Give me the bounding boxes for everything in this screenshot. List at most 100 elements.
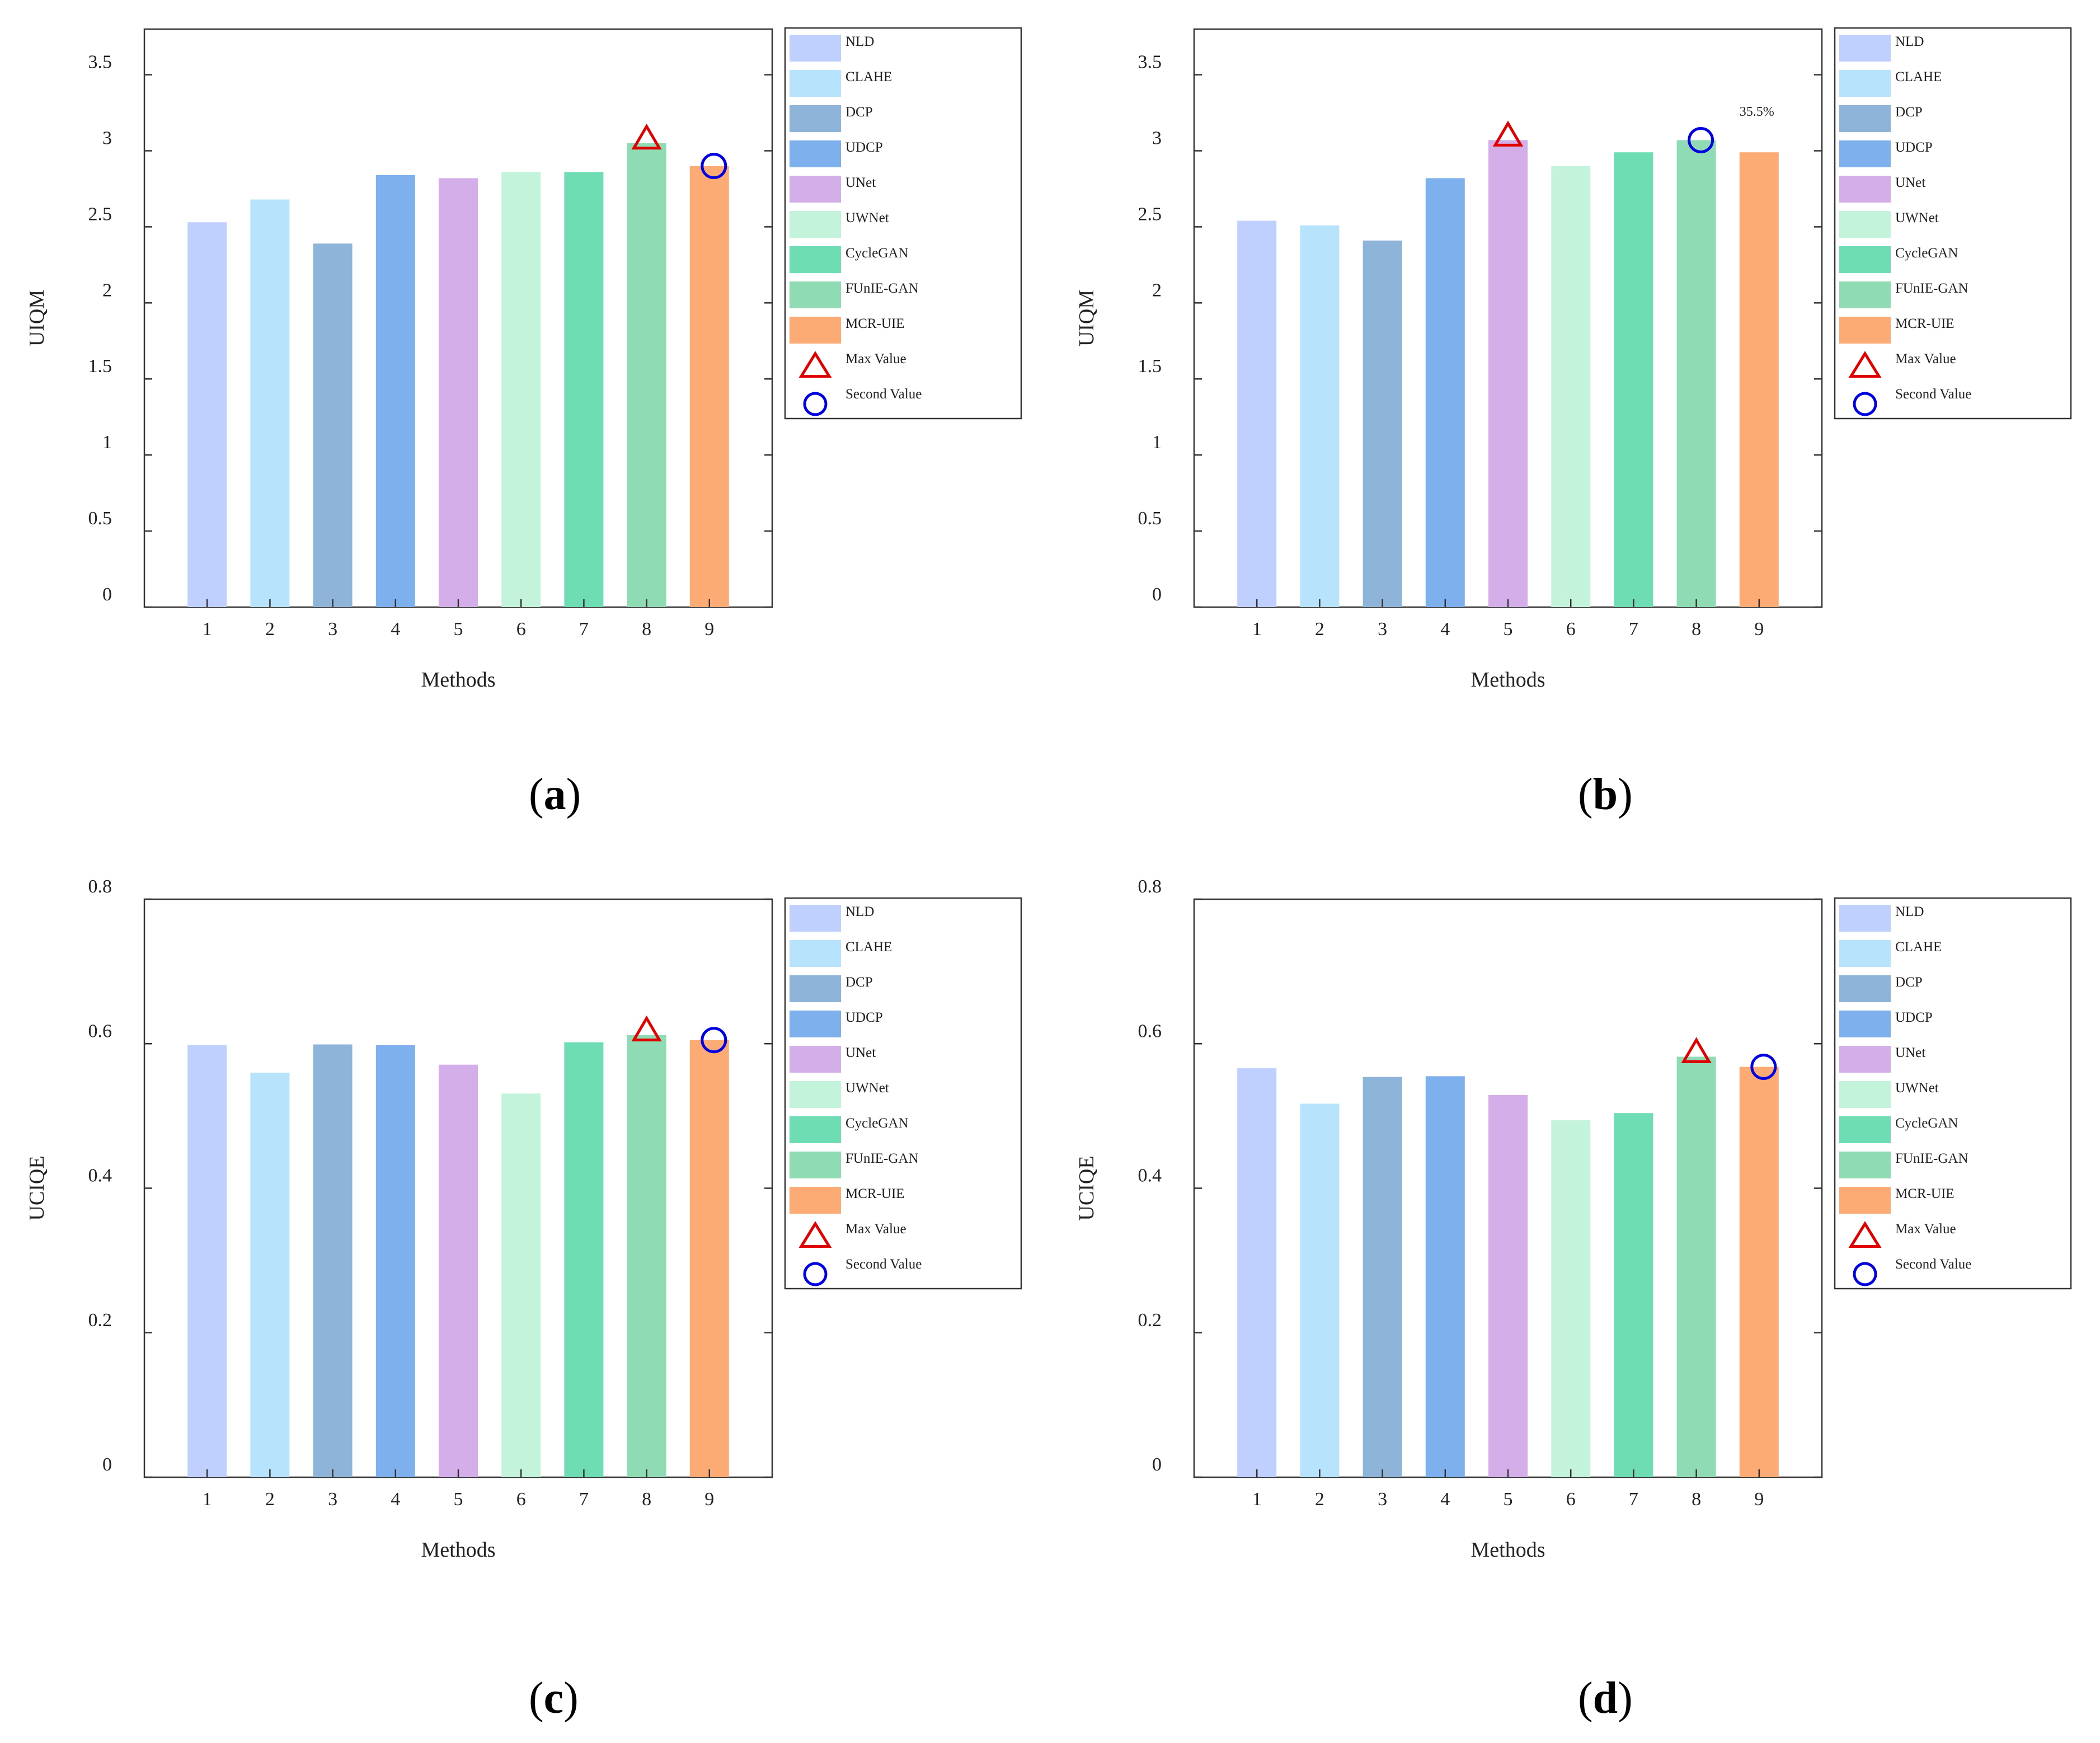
bar-7 xyxy=(1614,1113,1653,1477)
x-tick-label: 2 xyxy=(265,619,275,640)
legend-label: DCP xyxy=(845,105,873,120)
y-tick-label: 1 xyxy=(1152,432,1162,453)
legend-swatch-nld xyxy=(790,905,841,932)
bar-3 xyxy=(313,1044,353,1477)
y-tick-label: 2.5 xyxy=(1138,204,1162,224)
x-tick-label: 3 xyxy=(328,1489,337,1510)
legend-label: FUnIE-GAN xyxy=(1895,1151,1969,1166)
legend-max-marker xyxy=(798,351,832,378)
y-tick-label: 2 xyxy=(1152,280,1162,300)
legend-swatch-mcr-uie xyxy=(1839,317,1891,344)
legend-label-max: Max Value xyxy=(1895,351,1956,367)
legend-swatch-unet xyxy=(1839,1046,1891,1073)
y-axis-label: UCIQE xyxy=(1075,1155,1098,1220)
x-tick-label: 7 xyxy=(579,619,589,640)
legend-swatch-funie-gan xyxy=(790,281,841,308)
bar-3 xyxy=(313,243,353,607)
x-tick-label: 6 xyxy=(1566,1489,1576,1510)
bar-5 xyxy=(439,178,478,607)
x-tick-label: 8 xyxy=(642,1489,651,1510)
y-tick-label: 0.2 xyxy=(88,1310,112,1331)
legend-label-max: Max Value xyxy=(845,1221,906,1237)
y-tick-label: 0 xyxy=(1152,1454,1162,1475)
max-marker xyxy=(1681,1037,1712,1063)
bar-9 xyxy=(689,1040,729,1477)
y-tick-label: 0.5 xyxy=(1138,508,1162,529)
legend-swatch-nld xyxy=(1839,35,1891,62)
panel-label-c: (c) xyxy=(529,1674,579,1723)
second-marker xyxy=(1750,1054,1777,1080)
x-tick-label: 4 xyxy=(391,1489,400,1510)
legend-label: NLD xyxy=(845,904,874,919)
legend-label: DCP xyxy=(1895,975,1923,990)
x-tick-label: 7 xyxy=(579,1489,589,1510)
x-tick-label: 4 xyxy=(1440,619,1450,640)
legend: NLD CLAHE DCP UDCP UNet UWNet CycleGAN FUnIE-GA… xyxy=(784,897,1022,1290)
legend-swatch-dcp xyxy=(790,975,841,1002)
legend-label: UNet xyxy=(845,175,876,190)
legend-label: DCP xyxy=(1895,105,1923,120)
legend-max-marker xyxy=(798,1221,832,1248)
x-tick-label: 9 xyxy=(1754,619,1764,640)
bar-3 xyxy=(1363,240,1402,607)
legend-label: NLD xyxy=(1895,904,1924,919)
bar-6 xyxy=(501,172,541,607)
legend-second-marker xyxy=(803,392,828,416)
legend-swatch-uwnet xyxy=(1839,1081,1891,1108)
legend-label: FUnIE-GAN xyxy=(845,281,919,296)
x-tick-label: 1 xyxy=(1252,1489,1262,1510)
chart-panel-b: 0 0.5 1 1.5 2 2.5 3 3.5 1 2 3 4 5 6 7 8 9 35.5% Methods UIQ… xyxy=(1050,0,2099,873)
y-tick-label: 3 xyxy=(1152,128,1162,148)
x-tick-label: 3 xyxy=(1378,1489,1387,1510)
second-marker xyxy=(701,1027,727,1054)
legend-label: MCR-UIE xyxy=(1895,316,1955,331)
legend-swatch-unet xyxy=(790,1046,841,1073)
legend-second-marker xyxy=(1853,1262,1877,1286)
chart-panel-a: 0 0.5 1 1.5 2 2.5 3 3.5 1 2 3 4 5 6 7 8 9 Methods UIQM NLD C… xyxy=(0,0,1050,873)
chart-panel-c: 0 0.2 0.4 0.6 0.8 1 2 3 4 5 6 7 8 9 Methods UCIQE NLD CLA… xyxy=(0,870,1050,1743)
legend-label: UDCP xyxy=(845,1010,883,1025)
y-tick-label: 3.5 xyxy=(1138,52,1162,73)
legend-max-marker xyxy=(1848,351,1882,378)
legend-label-second: Second Value xyxy=(845,1257,922,1272)
legend-swatch-funie-gan xyxy=(1839,1152,1891,1178)
y-tick-label: 0.8 xyxy=(88,876,112,897)
legend-label: UDCP xyxy=(1895,1010,1933,1025)
legend-label: CycleGAN xyxy=(1895,246,1958,261)
y-tick-label: 3.5 xyxy=(88,52,112,73)
bar-1 xyxy=(187,222,227,607)
bar-6 xyxy=(1551,166,1591,607)
y-tick-label: 0 xyxy=(102,1454,112,1475)
legend: NLD CLAHE DCP UDCP UNet UWNet CycleGAN FUnIE-GA… xyxy=(1834,897,2072,1290)
y-tick-label: 1 xyxy=(102,432,112,453)
legend-label: UDCP xyxy=(845,140,883,155)
legend-swatch-nld xyxy=(1839,905,1891,932)
bar-9 xyxy=(689,166,729,607)
x-tick-label: 1 xyxy=(1252,619,1262,640)
y-tick-label: 0 xyxy=(102,584,112,605)
legend-swatch-unet xyxy=(790,176,841,203)
second-marker xyxy=(1688,126,1714,153)
x-tick-label: 2 xyxy=(265,1489,275,1510)
x-tick-label: 4 xyxy=(1440,1489,1450,1510)
x-tick-label: 9 xyxy=(1754,1489,1764,1510)
legend-label: UWNet xyxy=(845,1080,889,1096)
x-tick-label: 1 xyxy=(203,619,212,640)
chart-a: 0 0.5 1 1.5 2 2.5 3 3.5 1 2 3 4 5 6 7 8 9 Methods UIQM NLD C… xyxy=(25,27,1022,692)
bar-4 xyxy=(1425,178,1465,607)
legend-label: CLAHE xyxy=(845,69,892,84)
legend-label-second: Second Value xyxy=(845,387,922,402)
x-tick-label: 3 xyxy=(328,619,337,640)
legend-label: CycleGAN xyxy=(1895,1116,1958,1131)
bar-7 xyxy=(1614,152,1653,607)
y-axis-label: UIQM xyxy=(25,290,49,346)
legend-second-marker xyxy=(803,1262,828,1286)
legend-swatch-dcp xyxy=(1839,105,1891,132)
legend-swatch-cyclegan xyxy=(1839,1116,1891,1143)
y-tick-label: 0.4 xyxy=(1138,1166,1162,1186)
legend-label: UNet xyxy=(1895,1045,1925,1060)
max-marker xyxy=(631,123,662,150)
y-tick-label: 0 xyxy=(1152,584,1162,605)
bar-7 xyxy=(564,172,604,607)
legend-label: CycleGAN xyxy=(845,246,908,261)
